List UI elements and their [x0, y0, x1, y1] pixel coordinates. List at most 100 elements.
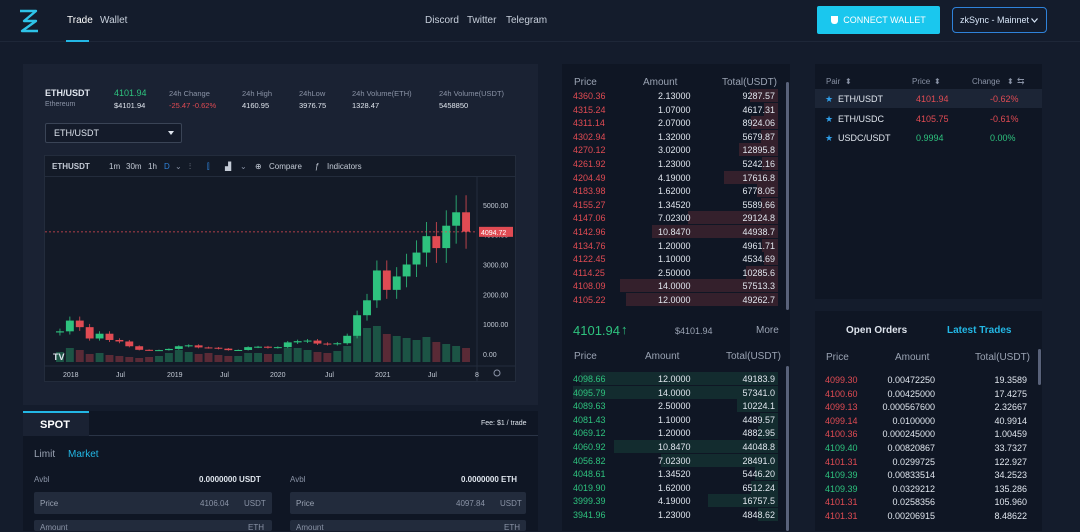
ask-row[interactable]: 4122.45 1.10000 4534.69 [568, 252, 778, 266]
compare-icon[interactable]: ⊕ [255, 162, 262, 171]
pairs-header-pair[interactable]: Pair [826, 77, 841, 86]
ask-row[interactable]: 4302.94 1.32000 5679.87 [568, 129, 778, 144]
candle-body [382, 270, 391, 290]
interval-d[interactable]: D [164, 162, 170, 171]
trades-scrollbar[interactable] [1038, 349, 1041, 385]
trade-price: 4101.31 [825, 456, 858, 467]
sort-price-icon[interactable]: ⬍ [934, 77, 941, 86]
interval-1h[interactable]: 1h [148, 162, 157, 171]
ask-total: 4961.71 [742, 240, 775, 251]
ask-row[interactable]: 4105.22 12.0000 49262.7 [568, 293, 778, 307]
ask-row[interactable]: 4155.27 1.34520 5589.66 [568, 197, 778, 212]
area-style-icon[interactable]: ▟ [225, 162, 232, 171]
indicators-icon[interactable]: ƒ [315, 162, 320, 171]
ask-depth-bar [746, 265, 778, 279]
sell-amount-input[interactable]: Amount ETH [290, 520, 526, 532]
bid-row[interactable]: 3941.96 1.23000 4848.62 [568, 508, 778, 522]
sell-price-input[interactable]: Price 4097.84 USDT [290, 492, 526, 514]
interval-30m[interactable]: 30m [126, 162, 142, 171]
star-icon[interactable]: ★ [825, 133, 834, 143]
volume-bar [382, 334, 391, 362]
ask-row[interactable]: 4183.98 1.62000 6778.05 [568, 184, 778, 198]
buy-amount-input[interactable]: Amount ETH [34, 520, 272, 532]
trade-price: 4100.60 [825, 388, 858, 399]
pairs-header-change[interactable]: Change [972, 77, 1001, 86]
sort-pair-icon[interactable]: ⬍ [845, 77, 852, 86]
bid-scrollbar[interactable] [786, 366, 789, 531]
candle-body [452, 212, 461, 226]
bid-row[interactable]: 4081.43 1.10000 4489.57 [568, 412, 778, 427]
star-icon[interactable]: ★ [825, 113, 834, 124]
ask-row[interactable]: 4134.76 1.20000 4961.71 [568, 238, 778, 253]
ask-row[interactable]: 4261.92 1.23000 5242.16 [568, 157, 778, 171]
trade-price: 4101.31 [825, 511, 858, 521]
limit-tab[interactable]: Limit [34, 449, 56, 460]
ask-row[interactable]: 4270.12 3.02000 12895.8 [568, 143, 778, 157]
buy-price-input[interactable]: Price 4106.04 USDT [34, 492, 272, 514]
chart-settings-icon[interactable] [493, 369, 501, 377]
nav-discord-link[interactable]: Discord [425, 15, 459, 26]
bid-row[interactable]: 4095.79 14.0000 57341.0 [568, 385, 778, 400]
ask-row[interactable]: 4311.14 2.07000 8924.06 [568, 116, 778, 130]
bid-row[interactable]: 3999.39 4.19000 16757.5 [568, 494, 778, 508]
tradingview-logo-icon[interactable]: TV [53, 352, 65, 362]
indicators-button[interactable]: Indicators [327, 162, 362, 171]
candle-style-icon[interactable]: ⫿ [207, 162, 210, 171]
pair-row[interactable]: ★ ETH/USDT 4101.94 -0.62% [815, 89, 1042, 108]
bid-row[interactable]: 4089.63 2.50000 10224.1 [568, 399, 778, 413]
star-icon[interactable]: ★ [825, 94, 834, 104]
connect-wallet-button[interactable]: CONNECT WALLET [817, 6, 940, 34]
interval-1m[interactable]: 1m [109, 162, 121, 171]
latest-trades-tab[interactable]: Latest Trades [947, 325, 1012, 336]
pairs-header-price[interactable]: Price [912, 77, 931, 86]
open-orders-tab[interactable]: Open Orders [846, 325, 908, 336]
candle-body [353, 315, 362, 336]
candle-body [115, 339, 124, 342]
ask-row[interactable]: 4360.36 2.13000 9287.57 [568, 89, 778, 103]
pair-row[interactable]: ★ ETH/USDC 4105.75 -0.61% [815, 109, 1042, 128]
ob-bid-header-total: Total(USDT) [726, 351, 782, 362]
y-tick-label: 0.00 [483, 352, 497, 359]
bid-row[interactable]: 4069.12 1.20000 4882.95 [568, 426, 778, 440]
bid-row[interactable]: 4048.61 1.34520 5446.20 [568, 467, 778, 481]
price-chart[interactable]: ETHUSDT 1m 30m 1h D ⌄ ⫶ ⫿ ▟ ⌄ ⊕ Compare … [44, 155, 516, 382]
more-link[interactable]: More [756, 325, 779, 336]
nav-telegram-link[interactable]: Telegram [506, 15, 548, 26]
volume-bar [343, 346, 352, 362]
market-tab[interactable]: Market [68, 449, 99, 460]
chart-canvas[interactable]: 5000.004000.003000.002000.001000.000.002… [45, 177, 515, 382]
ask-row[interactable]: 4108.09 14.0000 57513.3 [568, 279, 778, 293]
style-chevron-icon[interactable]: ⌄ [240, 162, 247, 171]
spot-tab[interactable]: SPOT [23, 411, 89, 436]
pair-row[interactable]: ★ USDC/USDT 0.9994 0.00% [815, 128, 1042, 147]
bar-style-icon[interactable]: ⫶ [189, 162, 191, 171]
nav-wallet-link[interactable]: Wallet [100, 15, 128, 26]
bid-row[interactable]: 4098.66 12.0000 49183.9 [568, 372, 778, 386]
sort-change-icon[interactable]: ⬍ [1007, 77, 1014, 86]
nav-trade-link[interactable]: Trade [67, 15, 93, 26]
buy-price-label: Price [40, 499, 59, 508]
ask-row[interactable]: 4114.25 2.50000 10285.6 [568, 265, 778, 280]
volume-bar [145, 357, 154, 362]
ask-row[interactable]: 4315.24 1.07000 4617.31 [568, 102, 778, 117]
bid-row[interactable]: 4019.90 1.62000 6512.24 [568, 480, 778, 495]
volume-bar [95, 353, 104, 362]
ask-scrollbar[interactable] [786, 82, 789, 310]
bid-depth-bar [708, 494, 778, 508]
compare-button[interactable]: Compare [269, 162, 302, 171]
nav-twitter-link[interactable]: Twitter [467, 15, 497, 26]
ask-row[interactable]: 4142.96 10.8470 44938.7 [568, 225, 778, 239]
network-select[interactable]: zkSync - Mainnet [952, 7, 1047, 33]
bid-row[interactable]: 4060.92 10.8470 44048.8 [568, 440, 778, 454]
bid-amount: 1.10000 [658, 414, 691, 425]
interval-chevron-icon[interactable]: ⌄ [175, 162, 182, 171]
ask-row[interactable]: 4147.06 7.02300 29124.8 [568, 211, 778, 225]
pair-select[interactable]: ETH/USDT [45, 123, 182, 143]
volume-bar [273, 354, 282, 362]
bid-row[interactable]: 4056.82 7.02300 28491.0 [568, 453, 778, 468]
trade-amount: 0.000567600 [882, 402, 935, 413]
ask-depth-bar [738, 143, 778, 157]
ask-row[interactable]: 4204.49 4.19000 17616.8 [568, 170, 778, 185]
zigzag-logo-icon[interactable] [18, 7, 40, 35]
swap-icon[interactable]: ⇆ [1017, 76, 1025, 86]
